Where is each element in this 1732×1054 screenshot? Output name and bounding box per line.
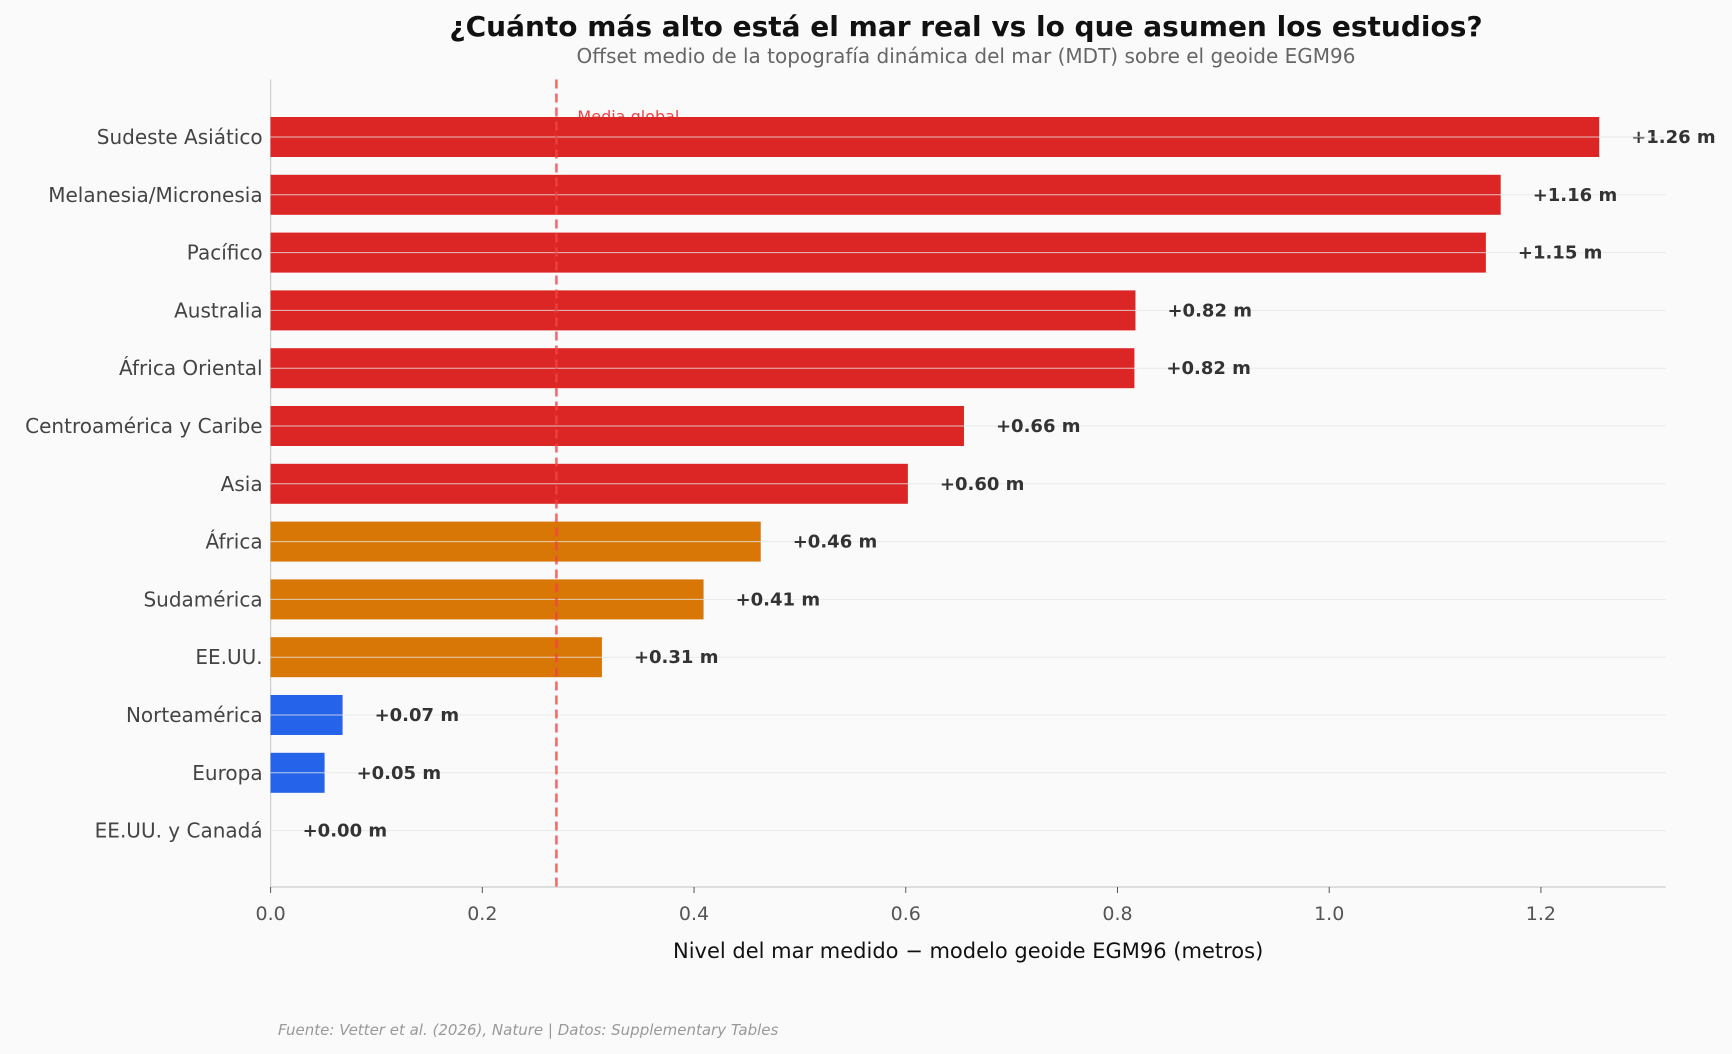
- data-label: +0.31 m: [634, 647, 719, 668]
- category-label: Centroamérica y Caribe: [25, 414, 262, 438]
- x-tick-label: 0.0: [255, 903, 285, 925]
- category-label: Sudeste Asiático: [97, 125, 263, 149]
- data-label: +0.82 m: [1167, 300, 1252, 321]
- data-label: +0.82 m: [1166, 358, 1251, 379]
- category-label: Sudamérica: [143, 587, 262, 611]
- data-label: +1.16 m: [1533, 185, 1618, 206]
- category-label: Europa: [192, 761, 262, 785]
- x-tick-label: 0.8: [1102, 903, 1132, 925]
- chart-title: ¿Cuánto más alto está el mar real vs lo …: [449, 10, 1483, 43]
- category-label: Melanesia/Micronesia: [48, 183, 262, 207]
- category-label: EE.UU.: [195, 645, 262, 669]
- data-label: +0.41 m: [736, 589, 821, 610]
- category-label: Australia: [174, 298, 262, 322]
- x-tick-label: 0.6: [891, 903, 921, 925]
- x-tick-label: 0.2: [467, 903, 497, 925]
- data-label: +1.15 m: [1518, 243, 1603, 264]
- x-axis-label: Nivel del mar medido − modelo geoide EGM…: [673, 939, 1263, 963]
- data-label: +0.05 m: [357, 763, 442, 784]
- data-label: +0.46 m: [793, 532, 878, 553]
- category-label: África Oriental: [119, 356, 263, 380]
- data-label: +0.07 m: [375, 705, 460, 726]
- x-tick-label: 1.0: [1314, 903, 1344, 925]
- data-label: +0.60 m: [940, 474, 1025, 495]
- x-tick-label: 0.4: [679, 903, 709, 925]
- data-label: +0.66 m: [996, 416, 1081, 437]
- category-label: Pacífico: [187, 241, 263, 265]
- chart-subtitle: Offset medio de la topografía dinámica d…: [576, 44, 1356, 68]
- data-label: +0.00 m: [303, 821, 388, 842]
- x-tick-label: 1.2: [1526, 903, 1556, 925]
- category-label: EE.UU. y Canadá: [95, 819, 263, 843]
- data-label: +1.26 m: [1631, 127, 1716, 148]
- category-label: Norteamérica: [126, 703, 263, 727]
- category-label: Asia: [221, 472, 263, 496]
- source-note: Fuente: Vetter et al. (2026), Nature | D…: [278, 1021, 779, 1039]
- category-label: África: [206, 530, 263, 554]
